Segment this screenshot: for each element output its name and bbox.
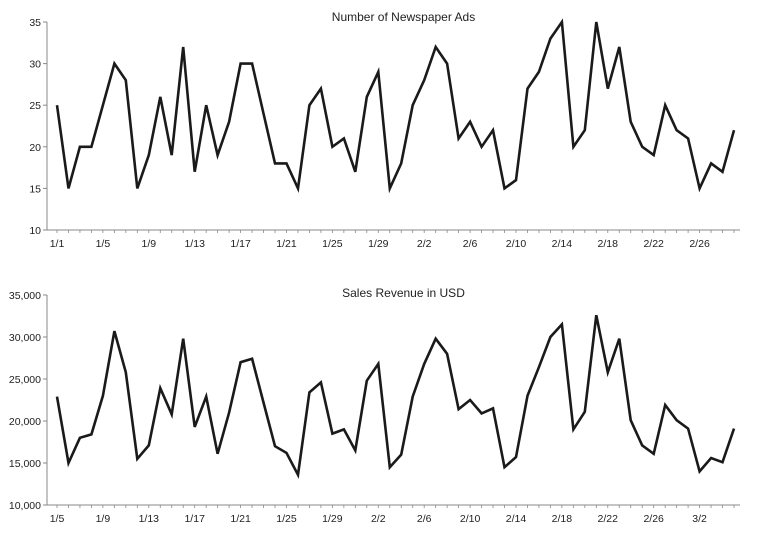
x-tick-label: 2/2 — [417, 238, 432, 250]
x-tick-label: 2/14 — [506, 513, 527, 525]
x-tick-label: 2/14 — [552, 238, 573, 250]
series-line — [57, 315, 734, 475]
x-tick-label: 2/18 — [552, 513, 573, 525]
x-tick-label: 2/10 — [460, 513, 481, 525]
y-tick-label: 25,000 — [9, 374, 41, 386]
y-tick-label: 10 — [29, 225, 41, 237]
y-tick-label: 15,000 — [9, 458, 41, 470]
y-tick-label: 35 — [29, 17, 41, 29]
x-tick-label: 1/29 — [322, 513, 343, 525]
x-tick-label: 3/2 — [692, 513, 707, 525]
x-tick-label: 2/18 — [598, 238, 619, 250]
x-tick-label: 1/21 — [230, 513, 251, 525]
x-tick-label: 1/17 — [184, 513, 205, 525]
x-tick-label: 1/5 — [50, 513, 65, 525]
x-tick-label: 1/25 — [322, 238, 343, 250]
x-tick-label: 1/13 — [139, 513, 160, 525]
x-tick-label: 2/6 — [417, 513, 432, 525]
x-tick-label: 1/5 — [96, 238, 111, 250]
y-tick-label: 20 — [29, 142, 41, 154]
x-tick-label: 2/26 — [689, 238, 710, 250]
x-tick-label: 2/22 — [643, 238, 664, 250]
x-tick-label: 1/21 — [276, 238, 297, 250]
y-tick-label: 15 — [29, 183, 41, 195]
series-line — [57, 22, 734, 188]
chart-title: Sales Revenue in USD — [342, 286, 465, 300]
x-tick-label: 1/9 — [96, 513, 111, 525]
x-tick-label: 1/9 — [141, 238, 156, 250]
x-tick-label: 2/2 — [371, 513, 386, 525]
newspaper-ads-chart: Number of Newspaper Ads 10 15 20 25 30 35 1/1 1/… — [29, 10, 740, 250]
chart-title: Number of Newspaper Ads — [332, 10, 475, 24]
sales-revenue-chart: Sales Revenue in USD 10,000 15,000 20,000 25… — [9, 286, 740, 525]
x-tick-label: 2/10 — [506, 238, 527, 250]
y-tick-label: 30,000 — [9, 332, 41, 344]
x-tick-label: 1/29 — [368, 238, 389, 250]
x-tick-label: 1/17 — [230, 238, 251, 250]
x-tick-label: 2/22 — [598, 513, 619, 525]
x-tick-label: 1/13 — [184, 238, 205, 250]
x-tick-label: 2/26 — [643, 513, 664, 525]
y-tick-label: 30 — [29, 59, 41, 71]
y-tick-label: 20,000 — [9, 416, 41, 428]
y-tick-label: 35,000 — [9, 290, 41, 302]
y-tick-label: 10,000 — [9, 500, 41, 512]
y-tick-label: 25 — [29, 100, 41, 112]
x-tick-label: 2/6 — [463, 238, 478, 250]
x-tick-label: 1/25 — [276, 513, 297, 525]
x-tick-label: 1/1 — [50, 238, 65, 250]
